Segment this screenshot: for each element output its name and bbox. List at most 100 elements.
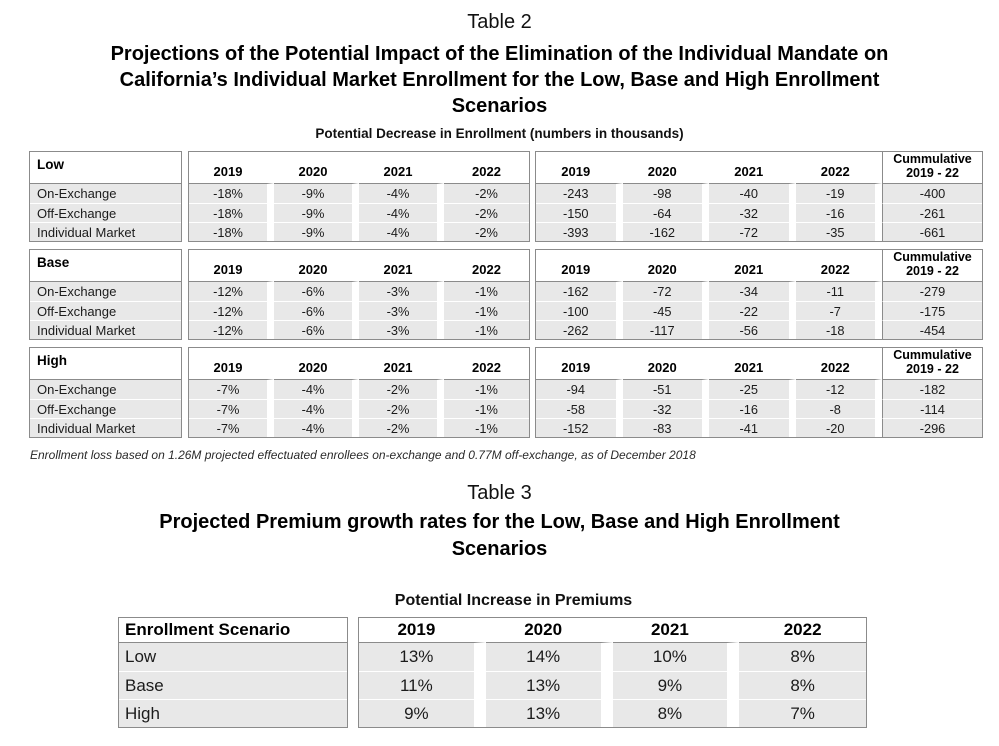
table-cell: -454 xyxy=(882,320,982,339)
row-label: Individual Market xyxy=(30,222,181,241)
table-cell: -25 xyxy=(709,380,796,399)
table-cell: -162 xyxy=(622,222,709,241)
table-cell: -7% xyxy=(189,399,274,418)
year-header: 2020 xyxy=(274,152,359,184)
table-cell: -3% xyxy=(359,320,444,339)
row-label: Off-Exchange xyxy=(30,399,181,418)
cumulative-header-line2: 2019 - 22 xyxy=(906,166,959,180)
table-cell: -9% xyxy=(274,184,359,203)
row-label: Off-Exchange xyxy=(30,301,181,320)
table-cell: -2% xyxy=(359,418,444,437)
table-cell: -1% xyxy=(444,418,529,437)
table3-title-line1: Projected Premium growth rates for the L… xyxy=(159,511,840,533)
year-header: 2020 xyxy=(622,250,709,282)
table-cell: -12% xyxy=(189,282,274,301)
cumulative-header-line2: 2019 - 22 xyxy=(906,264,959,278)
table-cell: -175 xyxy=(882,301,982,320)
table-cell: -4% xyxy=(359,184,444,203)
row-label: Low xyxy=(119,643,347,671)
year-header: 2022 xyxy=(795,348,882,380)
year-header: 2020 xyxy=(622,348,709,380)
table2-title-line3: Scenarios xyxy=(451,95,548,117)
year-header: 2019 xyxy=(536,152,623,184)
table-cell: -11 xyxy=(795,282,882,301)
table-cell: 9% xyxy=(359,699,486,727)
table-cell: 13% xyxy=(359,643,486,671)
table-cell: -40 xyxy=(709,184,796,203)
table-cell: -1% xyxy=(444,399,529,418)
table-cell: -51 xyxy=(622,380,709,399)
year-header: 2021 xyxy=(359,152,444,184)
table3-label-column: Enrollment Scenario Low Base High xyxy=(118,617,348,728)
cumulative-header: Cummulative 2019 - 22 xyxy=(882,250,982,282)
cumulative-header-line1: Cummulative xyxy=(893,152,972,166)
table3-values: 2019 2020 2021 2022 13% 14% 10% 8% 11% 1… xyxy=(358,617,867,728)
table-cell: -279 xyxy=(882,282,982,301)
table-cell: -6% xyxy=(274,301,359,320)
table-cell: -12% xyxy=(189,301,274,320)
table-cell: -1% xyxy=(444,320,529,339)
table-cell: 8% xyxy=(612,699,740,727)
table3-subtitle: Potential Increase in Premiums xyxy=(394,592,633,609)
cumulative-header-line1: Cummulative xyxy=(893,348,972,362)
scenario-name: Low xyxy=(30,152,181,184)
year-header: 2019 xyxy=(536,348,623,380)
year-header: 2022 xyxy=(795,250,882,282)
table-cell: -296 xyxy=(882,418,982,437)
row-label: Individual Market xyxy=(30,418,181,437)
table-cell: -4% xyxy=(359,222,444,241)
table-cell: -19 xyxy=(795,184,882,203)
table-cell: -2% xyxy=(359,399,444,418)
row-label: Off-Exchange xyxy=(30,203,181,222)
table-cell: -16 xyxy=(709,399,796,418)
table-cell: -64 xyxy=(622,203,709,222)
table-cell: -34 xyxy=(709,282,796,301)
year-header: 2020 xyxy=(485,618,613,643)
base-percent-table: 2019 2020 2021 2022 -12% -6% -3% -1% -12… xyxy=(188,249,530,340)
table-cell: -243 xyxy=(536,184,623,203)
year-header: 2021 xyxy=(709,348,796,380)
table-cell: -32 xyxy=(622,399,709,418)
year-header: 2022 xyxy=(444,152,529,184)
table-cell: -18 xyxy=(795,320,882,339)
table-cell: -32 xyxy=(709,203,796,222)
table-cell: -41 xyxy=(709,418,796,437)
table-cell: -45 xyxy=(622,301,709,320)
table-cell: -9% xyxy=(274,222,359,241)
year-header: 2021 xyxy=(612,618,740,643)
row-label: Base xyxy=(119,671,347,699)
row-label: On-Exchange xyxy=(30,184,181,203)
table-cell: -1% xyxy=(444,301,529,320)
table-cell: -8 xyxy=(795,399,882,418)
scenario-row-base: Base On-Exchange Off-Exchange Individual… xyxy=(29,249,983,340)
table-cell: -162 xyxy=(536,282,623,301)
table-cell: -3% xyxy=(359,282,444,301)
table-cell: -4% xyxy=(359,203,444,222)
scenario-name: High xyxy=(30,348,181,380)
cumulative-header-line2: 2019 - 22 xyxy=(906,362,959,376)
scenario-row-low: Low On-Exchange Off-Exchange Individual … xyxy=(29,151,983,242)
table-cell: -18% xyxy=(189,184,274,203)
table-cell: -4% xyxy=(274,418,359,437)
cumulative-header-line1: Cummulative xyxy=(893,250,972,264)
row-label: Individual Market xyxy=(30,320,181,339)
table-cell: -2% xyxy=(444,203,529,222)
year-header: 2022 xyxy=(795,152,882,184)
table-cell: -6% xyxy=(274,320,359,339)
table-cell: 7% xyxy=(739,699,866,727)
table-cell: -12% xyxy=(189,320,274,339)
table-cell: -58 xyxy=(536,399,623,418)
table-cell: -261 xyxy=(882,203,982,222)
column-header: Enrollment Scenario xyxy=(119,618,347,643)
table3-title-line2: Scenarios xyxy=(451,538,548,560)
table2-subtitle: Potential Decrease in Enrollment (number… xyxy=(315,126,684,141)
table-cell: 9% xyxy=(612,671,740,699)
year-header: 2020 xyxy=(274,250,359,282)
table-cell: -400 xyxy=(882,184,982,203)
table-cell: -22 xyxy=(709,301,796,320)
table-cell: -152 xyxy=(536,418,623,437)
table-cell: -98 xyxy=(622,184,709,203)
table-cell: -7% xyxy=(189,418,274,437)
table2-title: Projections of the Potential Impact of t… xyxy=(0,41,999,119)
year-header: 2019 xyxy=(536,250,623,282)
